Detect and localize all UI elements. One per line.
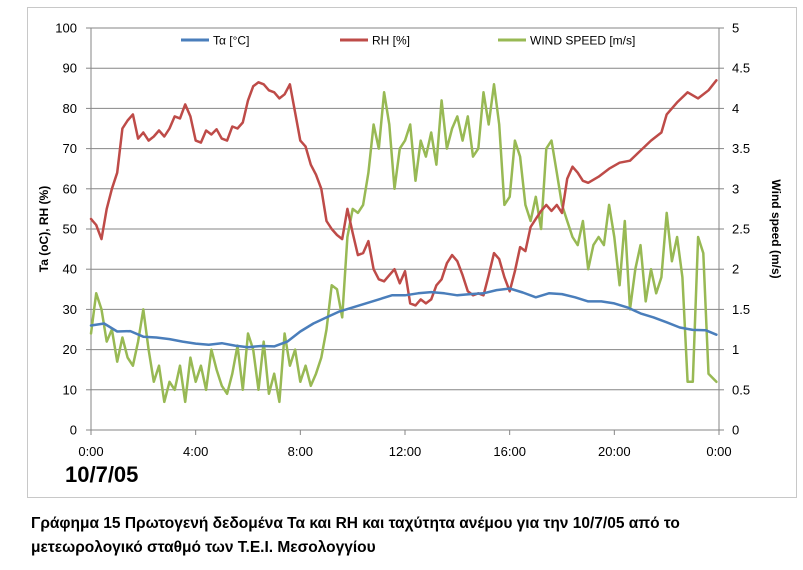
x-tick-label: 8:00	[288, 444, 313, 459]
y-tick-label: 30	[63, 302, 77, 317]
y-tick-label: 70	[63, 141, 77, 156]
y-tick-label: 50	[63, 222, 77, 237]
caption-line-1: Γράφημα 15 Πρωτογενή δεδομένα Τα και RH …	[31, 515, 680, 532]
y2-axis-title: Wind speed (m/s)	[769, 179, 783, 278]
x-tick-label: 16:00	[493, 444, 526, 459]
y-tick-label: 100	[55, 21, 77, 36]
chart-frame	[27, 7, 797, 498]
y-axis-title: Ta (oC), RH (%)	[37, 186, 51, 272]
figure-caption: Γράφημα 15 Πρωτογενή δεδομένα Τα και RH …	[31, 512, 791, 560]
y2-tick-label: 2.5	[732, 222, 750, 237]
y2-tick-label: 3	[732, 181, 739, 196]
y-tick-label: 90	[63, 61, 77, 76]
x-tick-label: 4:00	[183, 444, 208, 459]
series-line-wind-speed	[89, 83, 718, 404]
y2-tick-label: 0.5	[732, 382, 750, 397]
y-tick-label: 10	[63, 382, 77, 397]
y2-tick-label: 1	[732, 342, 739, 357]
x-tick-label: 20:00	[598, 444, 631, 459]
date-label: 10/7/05	[65, 462, 138, 487]
y-tick-label: 60	[63, 181, 77, 196]
legend-label: WIND SPEED [m/s]	[530, 34, 635, 48]
y2-tick-label: 2	[732, 262, 739, 277]
y-tick-label: 80	[63, 101, 77, 116]
y-tick-label: 40	[63, 262, 77, 277]
y2-tick-label: 0	[732, 423, 739, 438]
y-tick-label: 20	[63, 342, 77, 357]
series-line-rh	[89, 79, 718, 307]
x-tick-label: 0:00	[78, 444, 103, 459]
legend-label: RH [%]	[372, 34, 410, 48]
caption-line-2: μετεωρολογικό σταθμό των Τ.Ε.Ι. Μεσολογγ…	[31, 539, 376, 556]
x-tick-label: 0:00	[706, 444, 731, 459]
y2-tick-label: 5	[732, 21, 739, 36]
x-tick-label: 12:00	[389, 444, 422, 459]
y-tick-label: 0	[70, 423, 77, 438]
y2-tick-label: 4	[732, 101, 739, 116]
series-line-ta	[89, 287, 718, 349]
legend-label: Τα [°C]	[213, 34, 249, 48]
y2-tick-label: 3.5	[732, 141, 750, 156]
y2-tick-label: 4.5	[732, 61, 750, 76]
y2-tick-label: 1.5	[732, 302, 750, 317]
chart: 0 10 20 30 40 50 60 70 80 90 100 0 0.5 1 1.5 2 2.5 3 3.5 4 4…	[37, 21, 783, 488]
